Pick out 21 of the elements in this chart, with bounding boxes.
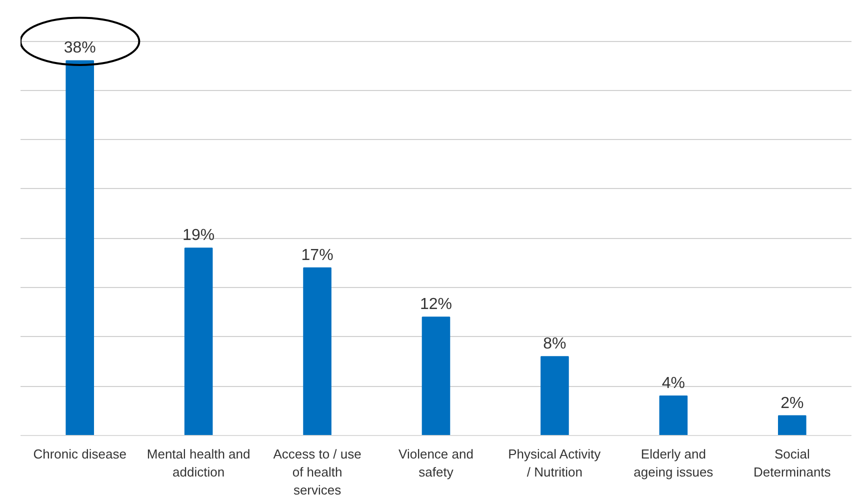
x-tick-label: Mental health and addiction (146, 446, 250, 480)
bar (540, 356, 569, 436)
x-tick-label: Physical Activity / Nutrition (508, 446, 602, 480)
data-label: 17% (301, 246, 334, 264)
bar (422, 316, 450, 436)
bar (184, 248, 213, 436)
x-tick-label: Access to / use of health services (273, 446, 362, 498)
bar (66, 60, 94, 436)
bar (778, 415, 806, 436)
data-label: 2% (780, 394, 804, 412)
bar (659, 396, 688, 436)
data-label: 12% (420, 296, 452, 314)
data-label: 4% (662, 375, 685, 392)
x-tick-label: Elderly and ageing issues (634, 446, 714, 480)
data-label: 8% (543, 336, 566, 353)
x-tick-label: Violence and safety (398, 446, 474, 480)
data-label: 38% (64, 40, 96, 57)
data-label: 19% (182, 227, 215, 244)
x-tick-label: Chronic disease (33, 446, 126, 462)
bar (303, 267, 332, 436)
x-tick-label: Social Determinants (753, 446, 832, 480)
